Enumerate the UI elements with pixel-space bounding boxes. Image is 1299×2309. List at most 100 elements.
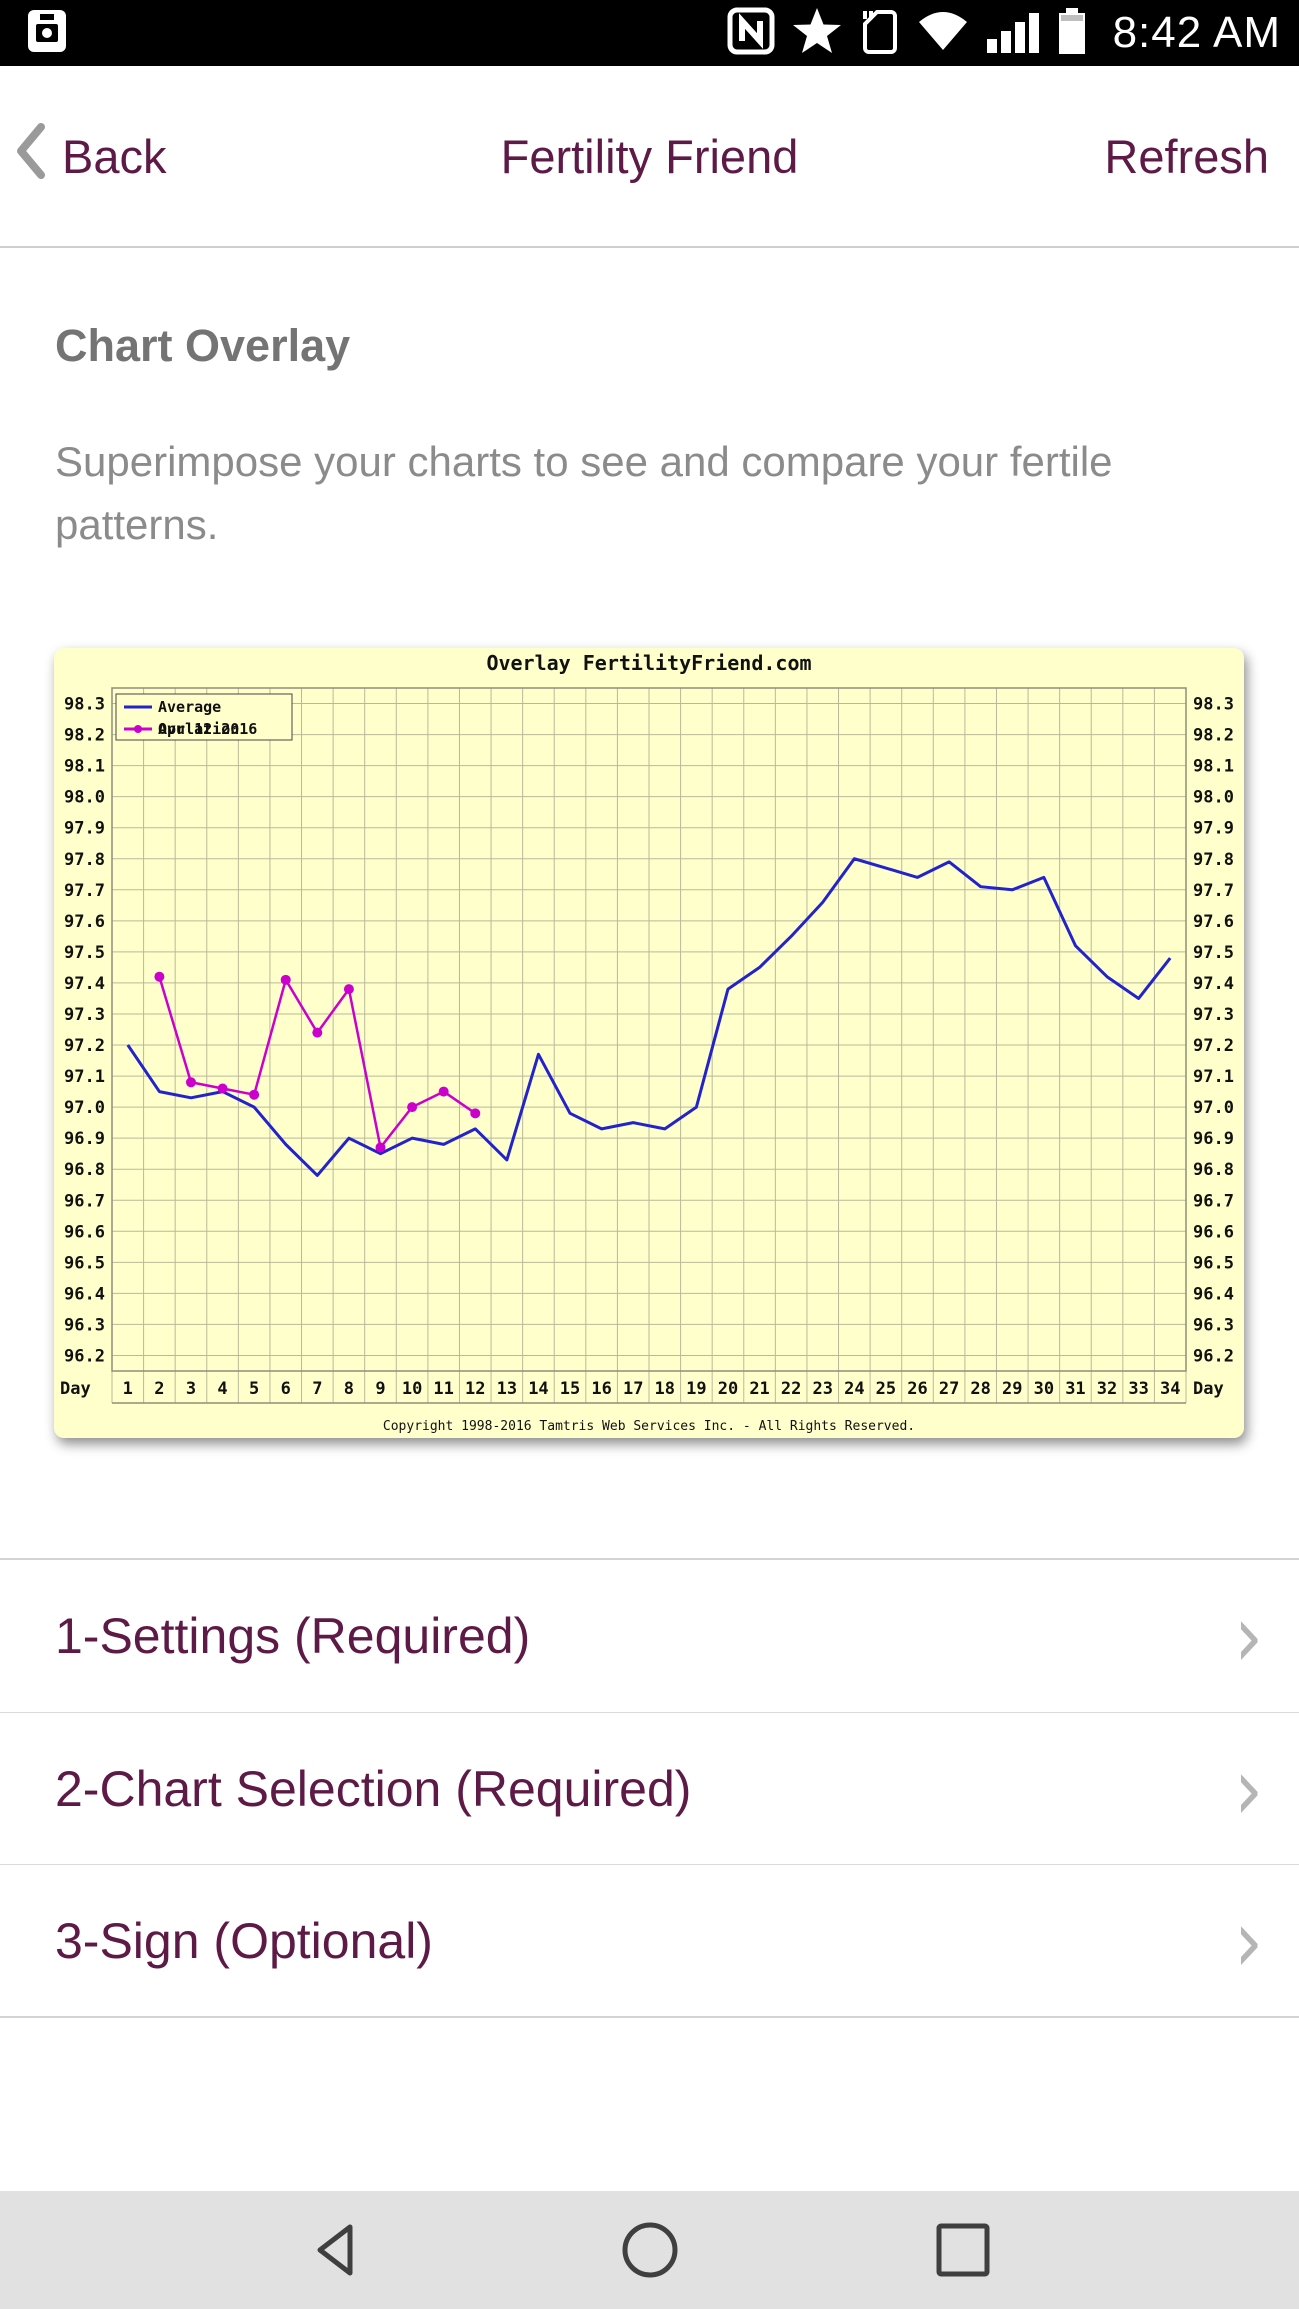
- chevron-right-icon: ›: [1234, 1738, 1263, 1839]
- svg-text:96.3: 96.3: [1193, 1315, 1234, 1335]
- android-back-button[interactable]: [292, 2205, 382, 2295]
- svg-text:21: 21: [749, 1379, 769, 1399]
- section-settings-label: 1-Settings (Required): [55, 1608, 531, 1664]
- section-chart-selection[interactable]: 2-Chart Selection (Required) ›: [0, 1712, 1299, 1864]
- svg-text:96.2: 96.2: [1193, 1346, 1234, 1366]
- svg-text:98.3: 98.3: [1193, 695, 1234, 715]
- wifi-icon: [915, 8, 971, 59]
- svg-text:97.5: 97.5: [1193, 943, 1234, 963]
- svg-text:Ovulation: Ovulation: [158, 720, 239, 738]
- chevron-right-icon: ›: [1234, 1585, 1263, 1687]
- svg-text:15: 15: [560, 1379, 580, 1399]
- section-settings[interactable]: 1-Settings (Required) ›: [0, 1560, 1299, 1712]
- svg-text:29: 29: [1002, 1379, 1022, 1399]
- chevron-left-icon: [14, 122, 48, 191]
- svg-text:96.9: 96.9: [64, 1129, 105, 1149]
- svg-text:97.6: 97.6: [1193, 912, 1234, 932]
- svg-text:5: 5: [249, 1379, 259, 1399]
- svg-text:98.2: 98.2: [64, 726, 105, 746]
- svg-text:97.0: 97.0: [64, 1098, 105, 1118]
- svg-text:96.5: 96.5: [64, 1253, 105, 1273]
- svg-text:31: 31: [1065, 1379, 1085, 1399]
- svg-text:96.4: 96.4: [1193, 1284, 1234, 1304]
- svg-text:28: 28: [970, 1379, 990, 1399]
- svg-text:96.7: 96.7: [64, 1191, 105, 1211]
- svg-text:10: 10: [402, 1379, 422, 1399]
- svg-text:25: 25: [876, 1379, 896, 1399]
- svg-text:98.3: 98.3: [64, 695, 105, 715]
- svg-text:97.4: 97.4: [64, 974, 105, 994]
- svg-text:22: 22: [781, 1379, 801, 1399]
- svg-text:96.2: 96.2: [64, 1346, 105, 1366]
- android-nav-bar: [0, 2191, 1299, 2309]
- svg-text:Overlay FertilityFriend.com: Overlay FertilityFriend.com: [486, 651, 811, 675]
- svg-text:97.7: 97.7: [1193, 881, 1234, 901]
- svg-text:Day: Day: [1193, 1379, 1224, 1399]
- svg-text:96.8: 96.8: [1193, 1160, 1234, 1180]
- section-sign-label: 3-Sign (Optional): [55, 1912, 433, 1969]
- svg-text:97.5: 97.5: [64, 943, 105, 963]
- svg-text:30: 30: [1034, 1379, 1054, 1399]
- svg-text:16: 16: [591, 1379, 611, 1399]
- svg-text:97.3: 97.3: [64, 1005, 105, 1025]
- svg-text:96.4: 96.4: [64, 1284, 105, 1304]
- svg-text:24: 24: [844, 1379, 864, 1399]
- svg-text:97.8: 97.8: [64, 850, 105, 870]
- top-nav-bar: Back Fertility Friend Refresh: [0, 66, 1299, 248]
- svg-text:33: 33: [1128, 1379, 1148, 1399]
- back-label: Back: [62, 129, 167, 183]
- section-list: 1-Settings (Required) › 2-Chart Selectio…: [0, 1558, 1299, 2018]
- svg-text:98.1: 98.1: [1193, 757, 1234, 777]
- screenshot-icon: [24, 6, 70, 61]
- home-circle-icon: [622, 2222, 677, 2278]
- svg-text:96.6: 96.6: [1193, 1222, 1234, 1242]
- svg-text:4: 4: [217, 1379, 227, 1399]
- svg-text:8: 8: [344, 1379, 354, 1399]
- star-icon: [791, 6, 843, 61]
- android-home-button[interactable]: [605, 2205, 695, 2295]
- svg-text:98.1: 98.1: [64, 757, 105, 777]
- nfc-icon: [727, 7, 775, 60]
- svg-text:Copyright 1998-2016 Tamtris We: Copyright 1998-2016 Tamtris Web Services…: [383, 1419, 915, 1434]
- back-triangle-icon: [317, 2224, 352, 2276]
- svg-text:97.2: 97.2: [64, 1036, 105, 1056]
- svg-text:98.2: 98.2: [1193, 726, 1234, 746]
- svg-text:26: 26: [907, 1379, 927, 1399]
- section-sign[interactable]: 3-Sign (Optional) ›: [0, 1864, 1299, 2016]
- svg-text:14: 14: [528, 1379, 548, 1399]
- battery-icon: [1057, 6, 1087, 61]
- signal-icon: [986, 7, 1041, 60]
- svg-text:97.8: 97.8: [1193, 850, 1234, 870]
- status-bar: 8:42 AM: [0, 0, 1299, 66]
- recents-square-icon: [936, 2223, 989, 2277]
- svg-text:96.9: 96.9: [1193, 1129, 1234, 1149]
- svg-text:97.3: 97.3: [1193, 1005, 1234, 1025]
- svg-text:97.7: 97.7: [64, 881, 105, 901]
- android-recents-button[interactable]: [918, 2205, 1008, 2295]
- svg-text:96.6: 96.6: [64, 1222, 105, 1242]
- svg-text:23: 23: [812, 1379, 832, 1399]
- svg-text:98.0: 98.0: [64, 788, 105, 808]
- svg-text:97.1: 97.1: [1193, 1067, 1234, 1087]
- svg-text:9: 9: [375, 1379, 385, 1399]
- svg-text:Apr 12 2016: Apr 12 2016: [158, 720, 257, 738]
- svg-text:97.1: 97.1: [64, 1067, 105, 1087]
- chart-overlay-description: Superimpose your charts to see and compa…: [55, 438, 1113, 548]
- section-chart-selection-label: 2-Chart Selection (Required): [55, 1760, 692, 1817]
- overlay-chart-svg: 98.3 98.3 98.2 98.2 98.1 98.1 98.0 98.0 97.9 97.9…: [60, 651, 1234, 1434]
- svg-text:97.9: 97.9: [1193, 819, 1234, 839]
- svg-text:3: 3: [186, 1379, 196, 1399]
- refresh-button[interactable]: Refresh: [1104, 129, 1269, 183]
- back-button[interactable]: Back: [0, 122, 167, 191]
- svg-text:19: 19: [686, 1379, 706, 1399]
- overlay-chart: 98.3 98.3 98.2 98.2 98.1 98.1 98.0 98.0 97.9 97.9…: [54, 648, 1244, 1438]
- svg-text:12: 12: [465, 1379, 485, 1399]
- svg-text:2: 2: [154, 1379, 164, 1399]
- svg-text:96.3: 96.3: [64, 1315, 105, 1335]
- svg-text:97.0: 97.0: [1193, 1098, 1234, 1118]
- sim-card-icon: [859, 6, 899, 61]
- svg-text:96.5: 96.5: [1193, 1253, 1234, 1273]
- status-time: 8:42 AM: [1112, 8, 1281, 57]
- svg-text:17: 17: [623, 1379, 643, 1399]
- svg-text:34: 34: [1160, 1379, 1180, 1399]
